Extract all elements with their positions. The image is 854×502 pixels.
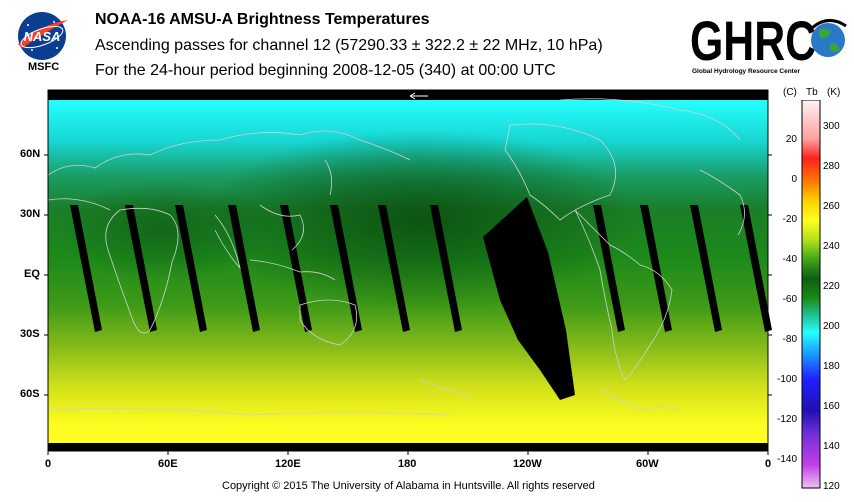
nasa-meatball-icon: NASA: [18, 12, 68, 60]
colorbar-celsius-tick: -120: [776, 414, 797, 425]
orbit-gap-swath: [378, 205, 410, 332]
lat-label-60s: 60S: [20, 388, 40, 400]
colorbar-celsius-tick: -40: [782, 254, 797, 265]
channel-subtitle: Ascending passes for channel 12 (57290.3…: [95, 37, 603, 54]
lon-label-60w: 60W: [636, 458, 659, 470]
orbit-gap-swath: [125, 205, 157, 332]
orbit-gap-swath: [330, 205, 362, 332]
ghrc-logo-icon: GHRC Global Hydrology Resource Center: [690, 9, 847, 75]
msfc-label: MSFC: [28, 61, 60, 73]
colorbar-kelvin-tick: 240: [823, 241, 840, 252]
map-bottom-bar: [48, 443, 768, 451]
colorbar-celsius-tick: -20: [782, 214, 797, 225]
colorbar-celsius-tick: -60: [782, 294, 797, 305]
coastlines: [47, 98, 745, 416]
satellite-direction-arrow-icon: [409, 92, 428, 100]
colorbar-kelvin-tick: 260: [823, 201, 840, 212]
orbit-gap-swath: [70, 205, 102, 332]
orbit-gap-swath: [280, 205, 312, 332]
map-tick-marks: [44, 154, 772, 455]
colorbar-celsius-tick: -140: [776, 454, 797, 465]
orbit-gap-swath: [593, 205, 625, 332]
orbit-gap-swath: [640, 205, 672, 332]
colorbar-kelvin-tick: 180: [823, 361, 840, 372]
colorbar-kelvin-tick: 160: [823, 401, 840, 412]
lon-label-180: 180: [398, 458, 417, 470]
lat-label-30s: 30S: [20, 328, 40, 340]
orbit-gap-swath: [175, 205, 207, 332]
orbit-gap-swath: [740, 205, 772, 332]
orbit-gap-swath: [690, 205, 722, 332]
lat-label-eq: EQ: [24, 268, 40, 280]
colorbar-kelvin-tick: 300: [823, 121, 840, 132]
lat-label-30n: 30N: [20, 208, 41, 220]
colorbar-unit-tb: Tb: [806, 87, 818, 98]
colorbar-celsius-tick: -80: [782, 334, 797, 345]
nasa-text: NASA: [24, 29, 61, 44]
colorbar-unit-celsius: (C): [783, 87, 797, 98]
copyright-notice: Copyright © 2015 The University of Alaba…: [222, 480, 595, 492]
colorbar-celsius-tick: -100: [776, 374, 797, 385]
orbit-gap-swath: [228, 205, 260, 332]
colorbar-unit-kelvin: (K): [827, 87, 841, 98]
colorbar-celsius-tick: 0: [791, 174, 797, 185]
lon-label-0-right: 0: [765, 458, 772, 470]
ghrc-subtitle: Global Hydrology Resource Center: [692, 68, 800, 75]
colorbar-celsius-tick: 20: [785, 134, 797, 145]
nasa-logo: NASA MSFC: [12, 10, 72, 73]
lon-label-120e: 120E: [275, 458, 301, 470]
period-subtitle: For the 24-hour period beginning 2008-12…: [95, 62, 556, 79]
orbit-gap-swath: [430, 205, 462, 332]
colorbar-kelvin-tick: 140: [823, 441, 840, 452]
lon-label-120w: 120W: [513, 458, 542, 470]
colorbar-kelvin-tick: 200: [823, 321, 840, 332]
colorbar-kelvin-tick: 120: [823, 481, 840, 492]
chart-title: NOAA-16 AMSU-A Brightness Temperatures: [95, 11, 430, 28]
lat-label-60n: 60N: [20, 148, 41, 160]
colorbar-kelvin-tick: 220: [823, 281, 840, 292]
map-top-bar: [48, 90, 768, 100]
ghrc-text: GHRC: [690, 9, 816, 72]
lon-label-60e: 60E: [158, 458, 178, 470]
data-gap-swaths: [70, 205, 772, 332]
temperature-colorbar: [801, 100, 821, 489]
lon-label-0-left: 0: [45, 458, 52, 470]
brightness-temperature-map: [44, 89, 772, 455]
ghrc-logo: GHRC Global Hydrology Resource Center: [688, 8, 850, 78]
colorbar-kelvin-tick: 280: [823, 161, 840, 172]
pacific-data-gap: [483, 197, 575, 400]
